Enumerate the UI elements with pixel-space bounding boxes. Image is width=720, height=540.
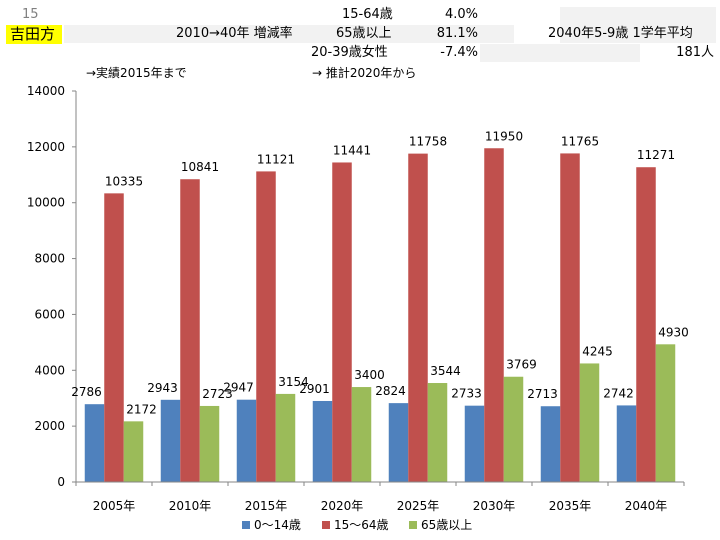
- bar-65歳以上-2005年: [123, 421, 144, 482]
- legend-swatch: [322, 521, 330, 529]
- bar-0～14歳-2030年: [464, 405, 485, 482]
- x-tick-label: 2030年: [473, 499, 516, 513]
- y-tick-label: 0: [57, 475, 65, 489]
- bar-65歳以上-2040年: [655, 344, 676, 482]
- bar-15～64歳-2010年: [180, 179, 200, 482]
- legend-swatch: [409, 521, 417, 529]
- y-tick-label: 10000: [27, 196, 65, 210]
- rate-label-65plus: 65歳以上: [336, 26, 392, 41]
- legend-label: 0～14歳: [254, 518, 301, 532]
- rate-value-15-64: 4.0%: [444, 7, 478, 22]
- data-label: 3544: [430, 364, 461, 378]
- note-projection: → 推計2020年から: [312, 66, 417, 80]
- bar-65歳以上-2030年: [503, 376, 524, 482]
- data-label: 11758: [409, 135, 447, 149]
- bar-15～64歳-2020年: [332, 162, 352, 482]
- header-band-right2: [560, 25, 716, 43]
- x-tick-label: 2035年: [549, 499, 592, 513]
- y-tick-label: 2000: [34, 419, 65, 433]
- data-label: 11121: [257, 152, 295, 166]
- rate-label-women-20-39: 20-39歳女性: [311, 45, 388, 60]
- data-label: 2786: [71, 385, 102, 399]
- bar-0～14歳-2035年: [540, 406, 561, 482]
- x-tick-label: 2005年: [93, 499, 136, 513]
- data-label: 2943: [147, 381, 178, 395]
- data-label: 10841: [181, 160, 219, 174]
- bar-0～14歳-2040年: [616, 405, 637, 482]
- data-label: 2901: [299, 382, 330, 396]
- legend-swatch: [242, 521, 250, 529]
- data-label: 3154: [278, 375, 309, 389]
- y-tick-label: 6000: [34, 307, 65, 321]
- data-label: 4930: [658, 325, 689, 339]
- right-heading: 2040年5-9歳 1学年平均: [548, 26, 693, 41]
- bar-0～14歳-2025年: [388, 403, 409, 482]
- y-tick-label: 8000: [34, 252, 65, 266]
- bar-15～64歳-2040年: [636, 167, 656, 482]
- data-label: 2172: [126, 402, 157, 416]
- data-label: 2723: [202, 387, 233, 401]
- bar-65歳以上-2035年: [579, 363, 600, 482]
- data-label: 2733: [451, 387, 482, 401]
- data-label: 3400: [354, 368, 385, 382]
- bar-15～64歳-2035年: [560, 153, 580, 483]
- legend-label: 65歳以上: [421, 518, 472, 532]
- data-label: 2947: [223, 381, 254, 395]
- bar-65歳以上-2020年: [351, 387, 372, 482]
- place-name: 吉田方: [6, 25, 62, 44]
- bar-15～64歳-2005年: [104, 193, 124, 482]
- bar-0～14歳-2005年: [84, 404, 105, 482]
- bar-0～14歳-2020年: [312, 400, 333, 482]
- data-label: 3769: [506, 358, 537, 372]
- data-label: 11441: [333, 143, 371, 157]
- data-label: 2824: [375, 384, 406, 398]
- legend-label: 15～64歳: [334, 518, 389, 532]
- bar-15～64歳-2030年: [484, 148, 504, 482]
- data-label: 10335: [105, 174, 143, 188]
- bar-0～14歳-2015年: [236, 399, 257, 482]
- data-label: 2742: [603, 386, 634, 400]
- bar-65歳以上-2015年: [275, 393, 296, 482]
- bar-0～14歳-2010年: [160, 399, 181, 482]
- legend: 0～14歳 15～64歳 65歳以上: [242, 518, 472, 532]
- rate-label-15-64: 15-64歳: [342, 7, 393, 22]
- rate-heading: 2010→40年 増減率: [176, 26, 293, 41]
- bar-65歳以上-2010年: [199, 405, 220, 482]
- rate-value-women-20-39: -7.4%: [440, 45, 478, 60]
- y-axis: 0 2000 4000 6000 8000 10000 12000 14000: [27, 84, 77, 489]
- data-label: 2713: [527, 387, 558, 401]
- data-label: 11271: [637, 148, 675, 162]
- bar-65歳以上-2025年: [427, 383, 448, 482]
- x-tick-label: 2025年: [397, 499, 440, 513]
- y-tick-label: 12000: [27, 140, 65, 154]
- y-tick-label: 4000: [34, 363, 65, 377]
- rate-value-65plus: 81.1%: [436, 26, 478, 41]
- header-band-right3: [480, 44, 640, 62]
- x-tick-label: 2040年: [625, 499, 668, 513]
- data-labels: 2786 2943 2947 2901 2824 2733 2713 2742 10335 108…: [71, 129, 689, 416]
- data-label: 11950: [485, 129, 523, 143]
- note-actual: →実績2015年まで: [86, 66, 187, 80]
- x-axis: 2005年 2010年 2015年 2020年 2025年 2030年 2035年 2040年: [75, 481, 685, 513]
- data-label: 11765: [561, 134, 599, 148]
- header-band-right1: [560, 7, 716, 25]
- x-tick-label: 2010年: [169, 499, 212, 513]
- header-band-row2: [64, 25, 514, 43]
- x-tick-label: 2015年: [245, 499, 288, 513]
- y-tick-label: 14000: [27, 84, 65, 98]
- right-value: 181人: [676, 45, 714, 60]
- bars: [84, 148, 676, 483]
- data-label: 4245: [582, 344, 613, 358]
- bar-15～64歳-2025年: [408, 153, 428, 483]
- row-number: 15: [22, 7, 39, 22]
- bar-15～64歳-2015年: [256, 171, 276, 482]
- x-tick-label: 2020年: [321, 499, 364, 513]
